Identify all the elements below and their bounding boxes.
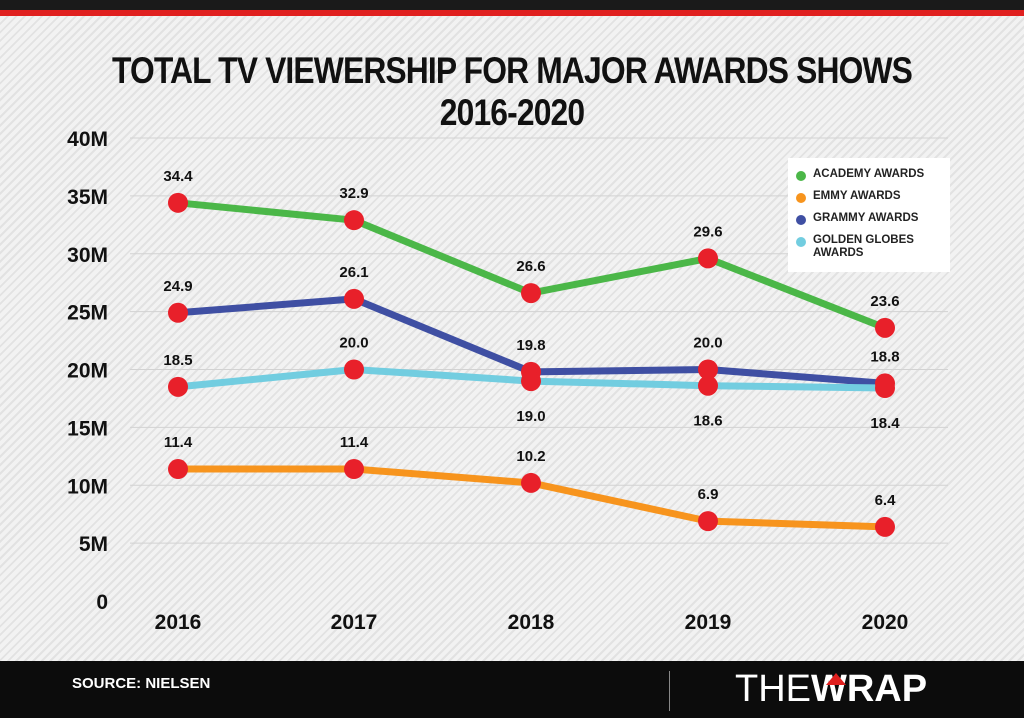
top-bar — [0, 0, 1024, 10]
data-point-marker — [168, 302, 188, 323]
data-point-marker — [168, 376, 188, 397]
data-label: 10.2 — [516, 448, 545, 465]
data-point-marker — [521, 472, 541, 493]
x-tick-label: 2020 — [862, 611, 909, 634]
data-point-marker — [344, 359, 364, 380]
data-point-marker — [344, 459, 364, 480]
legend-label: EMMY AWARDS — [813, 190, 901, 202]
data-label: 20.0 — [693, 335, 722, 352]
data-label: 32.9 — [339, 185, 368, 202]
source-note: SOURCE: NIELSEN — [72, 675, 211, 692]
data-point-marker — [875, 317, 895, 338]
data-label: 26.1 — [339, 264, 368, 281]
data-point-marker — [521, 371, 541, 392]
y-tick-label: 5M — [79, 533, 108, 556]
data-label: 6.4 — [875, 492, 897, 509]
legend-swatch-icon — [796, 215, 806, 225]
data-label: 26.6 — [516, 258, 545, 275]
data-point-marker — [698, 375, 718, 396]
data-label: 19.8 — [516, 337, 545, 354]
legend-swatch-icon — [796, 237, 806, 247]
x-tick-label: 2017 — [331, 611, 378, 634]
data-point-marker — [875, 516, 895, 537]
chart-title: TOTAL TV VIEWERSHIP FOR MAJOR AWARDS SHO… — [111, 50, 913, 133]
y-tick-label: 15M — [67, 417, 108, 440]
x-tick-label: 2018 — [508, 611, 555, 634]
y-tick-label: 20M — [67, 360, 108, 383]
legend-swatch-icon — [796, 193, 806, 203]
y-tick-label: 30M — [67, 244, 108, 267]
data-label: 18.4 — [870, 415, 900, 432]
data-label: 20.0 — [339, 335, 368, 352]
legend-label: GOLDEN GLOBES AWARDS — [813, 234, 914, 259]
brand-logo: THEWRAP — [735, 667, 927, 711]
data-label: 11.4 — [164, 434, 193, 451]
data-label: 18.5 — [163, 352, 192, 369]
data-label: 19.0 — [516, 408, 545, 425]
x-tick-label: 2016 — [155, 611, 202, 634]
footer: SOURCE: NIELSEN THEWRAP — [0, 661, 1024, 718]
data-point-marker — [168, 192, 188, 213]
legend: ACADEMY AWARDS EMMY AWARDS GRAMMY AWARDS GO… — [788, 158, 950, 272]
y-tick-label: 10M — [67, 475, 108, 498]
data-label: 18.8 — [870, 348, 899, 365]
data-point-marker — [698, 359, 718, 380]
data-point-marker — [521, 283, 541, 304]
legend-label: GRAMMY AWARDS — [813, 212, 919, 224]
data-point-marker — [698, 248, 718, 269]
data-label: 23.6 — [870, 293, 899, 310]
y-tick-label: 35M — [67, 186, 108, 209]
data-label: 11.4 — [340, 434, 369, 451]
data-label: 18.6 — [693, 413, 722, 430]
logo-mark-icon — [826, 673, 846, 685]
top-accent-bar — [0, 10, 1024, 16]
y-tick-label: 40M — [67, 128, 108, 151]
footer-divider — [669, 671, 670, 711]
y-tick-label: 0 — [96, 591, 108, 614]
data-point-marker — [344, 210, 364, 231]
x-tick-label: 2019 — [685, 611, 732, 634]
data-point-marker — [344, 288, 364, 309]
data-point-marker — [875, 378, 895, 399]
data-label: 29.6 — [693, 223, 722, 240]
data-label: 24.9 — [163, 278, 192, 295]
logo-part1: THE — [735, 668, 811, 710]
data-label: 6.9 — [698, 486, 719, 503]
legend-label: ACADEMY AWARDS — [813, 168, 925, 180]
y-tick-label: 25M — [67, 302, 108, 325]
legend-swatch-icon — [796, 171, 806, 181]
data-point-marker — [168, 459, 188, 480]
data-label: 34.4 — [163, 168, 193, 185]
data-point-marker — [698, 511, 718, 532]
